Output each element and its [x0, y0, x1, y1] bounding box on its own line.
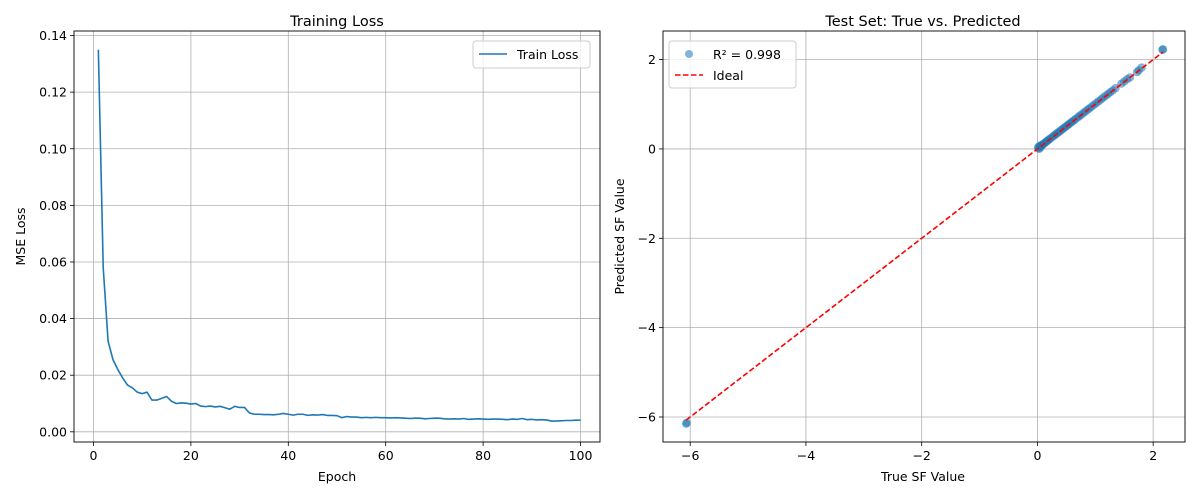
y-tick-label: −2 [638, 231, 656, 246]
legend-box [472, 40, 591, 69]
plot-area [681, 45, 1168, 428]
ideal-line [685, 51, 1164, 421]
legend-box [668, 40, 797, 89]
x-tick-label: 0 [90, 448, 98, 463]
scatter-point [682, 418, 691, 427]
y-tick-label: 0 [648, 141, 656, 156]
y-tick-label: 0.00 [39, 424, 67, 439]
train-loss-line [97, 49, 581, 422]
y-tick-label: −4 [638, 320, 656, 335]
plot-area [97, 49, 581, 422]
x-tick-label: −6 [681, 448, 699, 463]
legend-swatch-scatter [685, 50, 693, 58]
y-tick-label: 0.04 [39, 311, 67, 326]
axes-frame [662, 30, 1186, 443]
y-tick-label: 0.10 [39, 141, 67, 156]
legend-label-ideal: Ideal [713, 68, 743, 83]
y-tick-label: 0.14 [39, 28, 67, 43]
x-axis-label: True SF Value [880, 469, 965, 484]
y-tick-label: 0.12 [39, 85, 67, 100]
x-tick-label: 80 [475, 448, 491, 463]
x-tick-label: 60 [378, 448, 394, 463]
ticks: −6 −4 −2 0 2 −6 −4 −2 0 2 [638, 52, 1158, 463]
x-tick-label: 20 [183, 448, 199, 463]
y-axis-label: MSE Loss [13, 207, 28, 265]
y-tick-label: 2 [648, 52, 656, 67]
y-tick-label: −6 [638, 409, 656, 424]
x-tick-label: 0 [1033, 448, 1041, 463]
y-tick-label: 0.08 [39, 198, 67, 213]
legend: Train Loss [472, 40, 591, 69]
x-axis-label: Epoch [318, 469, 356, 484]
y-tick-label: 0.02 [39, 368, 67, 383]
x-tick-label: 100 [569, 448, 593, 463]
grid [74, 31, 600, 442]
true-vs-predicted-panel: Test Set: True vs. Predicted −6 −4 −2 0 2−6−… [612, 14, 1186, 484]
legend: R² = 0.998 Ideal [668, 40, 797, 89]
legend-label-train-loss: Train Loss [516, 47, 578, 62]
scatter-point [1158, 45, 1168, 54]
chart-title: Training Loss [289, 14, 384, 30]
y-axis-label: Predicted SF Value [612, 178, 627, 294]
chart-title: Test Set: True vs. Predicted [824, 14, 1020, 30]
ticks: 0 20 40 60 80 100 0.00 0.02 0.04 0.06 0.08 0.10 0.12… [39, 28, 592, 463]
training-loss-panel: Training Loss 0 20 40 60 80 100 0.00 0.02 0.04 0.… [13, 14, 601, 484]
legend-label-r2: R² = 0.998 [713, 47, 781, 62]
y-tick-label: 0.06 [39, 254, 67, 269]
x-tick-label: 40 [280, 448, 296, 463]
x-tick-label: −2 [912, 448, 930, 463]
x-tick-label: −4 [797, 448, 815, 463]
x-tick-label: 2 [1149, 448, 1157, 463]
axes-frame [73, 30, 601, 443]
